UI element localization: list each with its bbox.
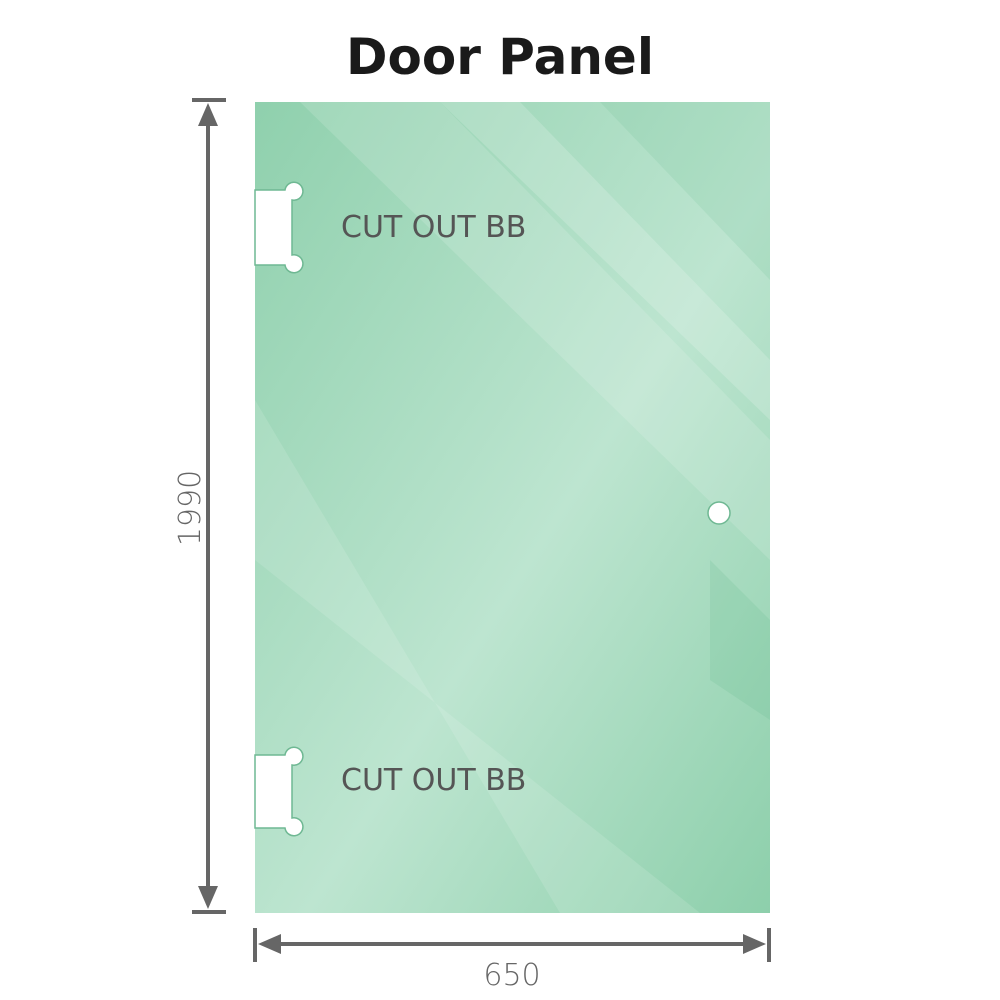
diagram-title: Door Panel — [346, 28, 654, 86]
width-dimension-line — [253, 928, 771, 962]
cutout-bottom — [254, 746, 304, 837]
height-label: 1990 — [173, 470, 208, 546]
glass-panel — [255, 102, 770, 913]
handle-hole — [707, 501, 731, 525]
width-label: 650 — [483, 958, 540, 993]
cutout-top — [254, 181, 304, 274]
cutout-label-top: CUT OUT BB — [341, 210, 526, 245]
height-dimension-line — [192, 98, 226, 914]
cutout-label-bottom: CUT OUT BB — [341, 763, 526, 798]
